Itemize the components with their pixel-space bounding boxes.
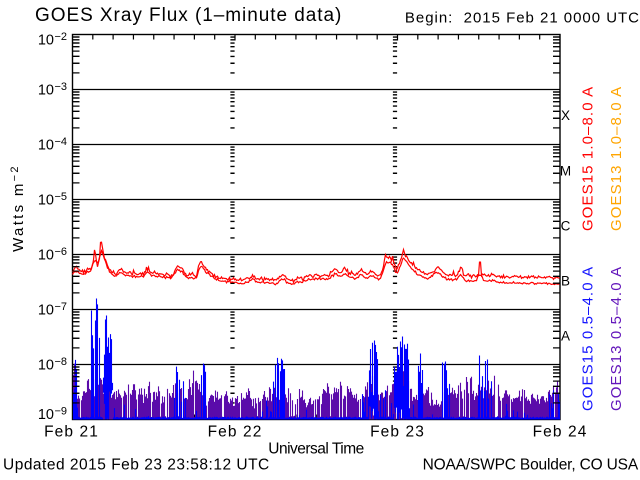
svg-text:NOAA/SWPC Boulder, CO USA: NOAA/SWPC Boulder, CO USA bbox=[423, 457, 639, 474]
svg-text:10: 10 bbox=[38, 407, 54, 423]
svg-text:Feb 23: Feb 23 bbox=[370, 424, 425, 441]
svg-text:10: 10 bbox=[38, 193, 54, 209]
svg-text:Updated 2015 Feb 23 23:58:12 U: Updated 2015 Feb 23 23:58:12 UTC bbox=[3, 457, 270, 474]
svg-text:−3: −3 bbox=[55, 81, 68, 93]
svg-text:GOES13 0.5–4.0 A: GOES13 0.5–4.0 A bbox=[608, 266, 625, 411]
svg-text:GOES15 1.0–8.0 A: GOES15 1.0–8.0 A bbox=[580, 86, 597, 231]
svg-text:B: B bbox=[561, 274, 570, 289]
svg-text:−5: −5 bbox=[55, 191, 68, 203]
svg-text:C: C bbox=[561, 219, 571, 234]
svg-text:Begin: 2015 Feb 21 0000 UTC: Begin: 2015 Feb 21 0000 UTC bbox=[405, 10, 640, 27]
svg-text:GOES15 0.5–4.0 A: GOES15 0.5–4.0 A bbox=[580, 266, 597, 411]
svg-text:A: A bbox=[561, 329, 570, 344]
svg-text:GOES13 1.0–8.0 A: GOES13 1.0–8.0 A bbox=[608, 86, 625, 231]
svg-text:10: 10 bbox=[38, 303, 54, 319]
svg-text:Feb 22: Feb 22 bbox=[208, 424, 263, 441]
svg-text:X: X bbox=[561, 108, 570, 123]
svg-text:10: 10 bbox=[38, 248, 54, 264]
svg-text:GOES Xray Flux (1–minute data): GOES Xray Flux (1–minute data) bbox=[35, 5, 342, 26]
svg-text:Watts m−2: Watts m−2 bbox=[9, 164, 27, 252]
svg-text:−2: −2 bbox=[55, 31, 68, 43]
svg-text:−4: −4 bbox=[55, 136, 68, 148]
svg-text:−7: −7 bbox=[55, 301, 68, 313]
svg-text:Feb 24: Feb 24 bbox=[533, 424, 588, 441]
svg-text:−8: −8 bbox=[55, 356, 68, 368]
svg-text:−6: −6 bbox=[55, 246, 68, 258]
svg-text:Feb 21: Feb 21 bbox=[44, 424, 99, 441]
svg-text:M: M bbox=[560, 164, 571, 179]
svg-text:10: 10 bbox=[38, 83, 54, 99]
svg-text:Universal Time: Universal Time bbox=[268, 441, 364, 458]
svg-text:10: 10 bbox=[38, 138, 54, 154]
svg-text:10: 10 bbox=[38, 358, 54, 374]
svg-text:10: 10 bbox=[38, 33, 54, 49]
svg-text:−9: −9 bbox=[55, 406, 68, 418]
